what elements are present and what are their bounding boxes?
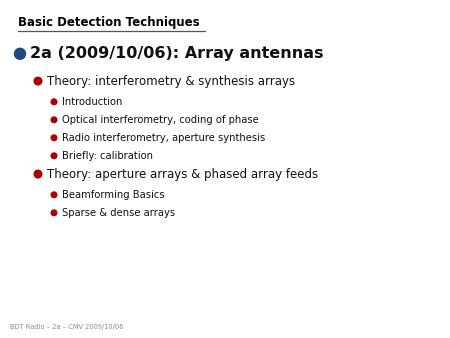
Text: Theory: aperture arrays & phased array feeds: Theory: aperture arrays & phased array f… (47, 168, 318, 180)
Circle shape (34, 77, 42, 85)
Text: Briefly: calibration: Briefly: calibration (62, 151, 153, 161)
Text: Radio interferometry, aperture synthesis: Radio interferometry, aperture synthesis (62, 133, 265, 143)
Text: BDT Radio – 2a – CMV 2009/10/06: BDT Radio – 2a – CMV 2009/10/06 (10, 324, 123, 330)
Circle shape (51, 117, 57, 123)
Circle shape (14, 48, 26, 59)
Text: Basic Detection Techniques: Basic Detection Techniques (18, 16, 200, 29)
Circle shape (51, 99, 57, 104)
Circle shape (34, 170, 42, 178)
Circle shape (51, 210, 57, 216)
Text: Beamforming Basics: Beamforming Basics (62, 190, 165, 200)
Text: Sparse & dense arrays: Sparse & dense arrays (62, 208, 175, 218)
Text: Optical interferometry, coding of phase: Optical interferometry, coding of phase (62, 115, 259, 125)
Text: 2a (2009/10/06): Array antennas: 2a (2009/10/06): Array antennas (30, 46, 324, 61)
Text: Introduction: Introduction (62, 97, 122, 107)
Circle shape (51, 153, 57, 159)
Text: Theory: interferometry & synthesis arrays: Theory: interferometry & synthesis array… (47, 75, 295, 88)
Circle shape (51, 135, 57, 141)
Circle shape (51, 192, 57, 198)
